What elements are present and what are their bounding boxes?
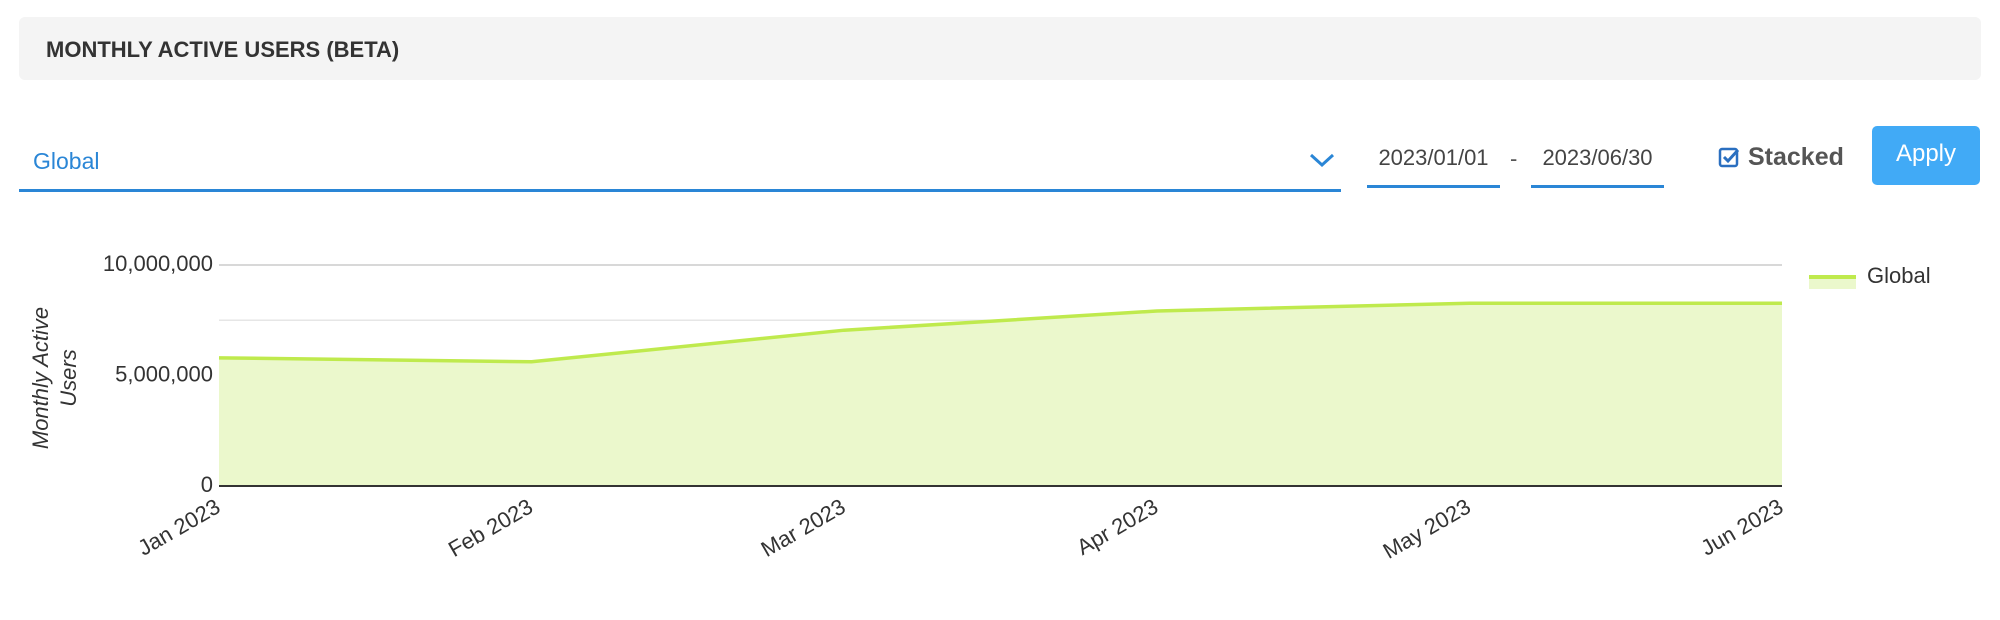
y-tick-label: 5,000,000 [115, 361, 213, 386]
apply-button[interactable]: Apply [1872, 126, 1980, 185]
end-date-input[interactable]: 2023/06/30 [1531, 144, 1664, 188]
header-bar: MONTHLY ACTIVE USERS (BETA) [19, 17, 1981, 80]
y-tick-label: 0 [201, 472, 213, 497]
checkbox-icon [1718, 147, 1740, 167]
legend-swatch-fill [1809, 277, 1856, 289]
end-date: 2023/06/30 [1542, 145, 1653, 170]
apply-label: Apply [1895, 140, 1957, 167]
legend-label: Global [1867, 263, 1931, 288]
x-tick-label: Jan 2023 [134, 494, 225, 561]
region-select[interactable]: Global [19, 148, 1341, 192]
start-date-input[interactable]: 2023/01/01 [1367, 144, 1500, 188]
x-tick-label: Feb 2023 [444, 494, 537, 562]
x-tick-label: Mar 2023 [757, 494, 850, 562]
y-tick-label: 10,000,000 [103, 251, 213, 276]
header-title: MONTHLY ACTIVE USERS (BETA) [46, 37, 400, 62]
start-date: 2023/01/01 [1378, 145, 1489, 170]
date-separator: - [1510, 146, 1518, 171]
line [218, 301, 1782, 364]
x-tick-label: Jun 2023 [1697, 494, 1788, 561]
stacked-label: Stacked [1748, 143, 1844, 171]
x-tick-label: Apr 2023 [1072, 494, 1162, 560]
area-fill [219, 303, 1782, 486]
stacked-toggle[interactable]: Stacked [1718, 143, 1844, 172]
x-tick-label: May 2023 [1379, 494, 1475, 564]
region-value: Global [33, 148, 100, 174]
chevron-icon [1309, 153, 1335, 168]
chart: 0 5,000,000 10,000,000 Jan 2023 Feb 2023 Mar … [103, 251, 1931, 564]
